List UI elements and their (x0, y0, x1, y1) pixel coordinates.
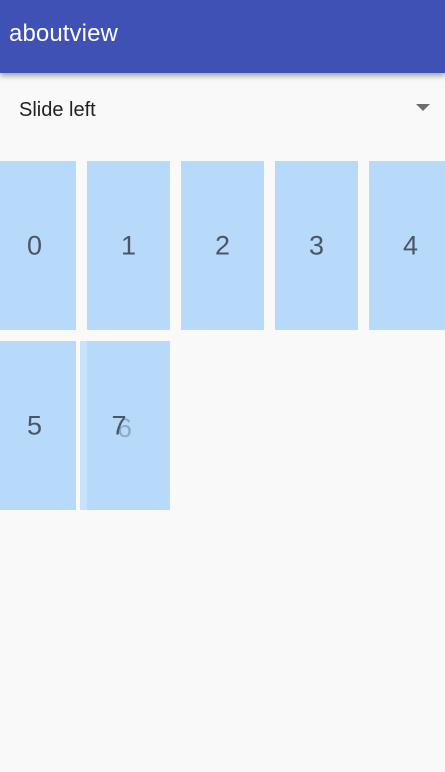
grid-tile-3[interactable]: 3 (275, 161, 358, 330)
sliding-tile-ghost (80, 341, 88, 510)
tile-label: 3 (308, 230, 325, 260)
app-bar: aboutview (0, 0, 445, 73)
sliding-tile-label: 6 (117, 413, 133, 443)
grid-tile-5[interactable]: 5 (0, 341, 76, 510)
grid-tile-7[interactable]: 6 7 (87, 341, 170, 510)
animation-spinner[interactable]: Slide left (0, 73, 445, 147)
tile-label: 0 (26, 230, 43, 260)
tile-label: 1 (120, 230, 137, 260)
grid-tile-0[interactable]: 0 (0, 161, 76, 330)
tile-label: 7 (111, 410, 127, 440)
app-title: aboutview (9, 20, 118, 47)
grid-tile-2[interactable]: 2 (181, 161, 264, 330)
grid-tile-1[interactable]: 1 (87, 161, 170, 330)
grid-tile-4[interactable]: 4 (369, 161, 445, 330)
dropdown-arrow-icon (416, 104, 430, 111)
tile-label: 2 (214, 230, 231, 260)
tile-label: 5 (26, 410, 43, 440)
spinner-selected-value: Slide left (19, 99, 96, 121)
tile-label: 4 (402, 230, 419, 260)
